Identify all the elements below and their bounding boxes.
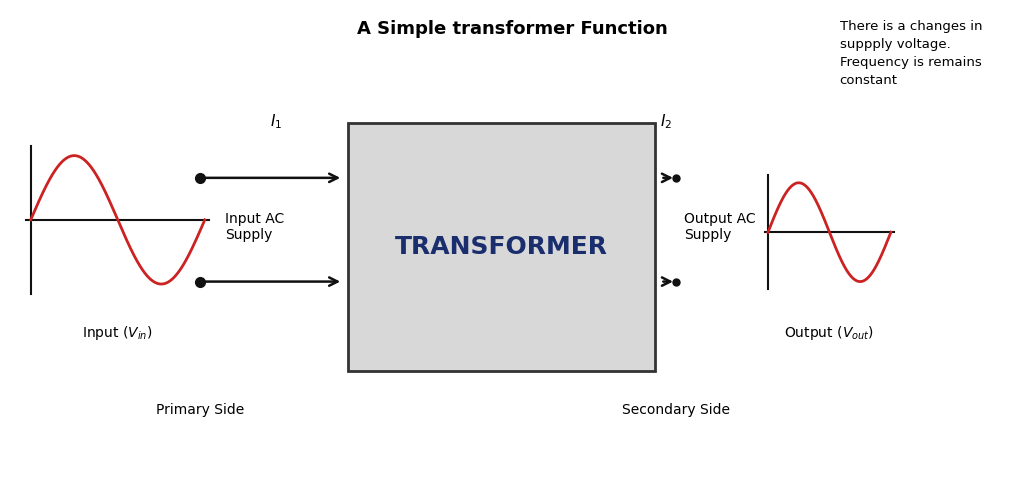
Text: Input AC
Supply: Input AC Supply xyxy=(225,212,285,243)
Text: A Simple transformer Function: A Simple transformer Function xyxy=(356,20,668,38)
Text: Primary Side: Primary Side xyxy=(156,403,244,417)
Text: Input ($V_{in}$): Input ($V_{in}$) xyxy=(82,324,154,341)
Text: $I_1$: $I_1$ xyxy=(270,112,283,131)
Text: There is a changes in
suppply voltage.
Frequency is remains
constant: There is a changes in suppply voltage. F… xyxy=(840,20,982,87)
Text: Secondary Side: Secondary Side xyxy=(622,403,730,417)
Text: TRANSFORMER: TRANSFORMER xyxy=(395,235,608,259)
Text: Output ($V_{out}$): Output ($V_{out}$) xyxy=(784,324,874,341)
Bar xyxy=(348,124,655,370)
Text: Output AC
Supply: Output AC Supply xyxy=(684,212,756,243)
Text: $I_2$: $I_2$ xyxy=(659,112,672,131)
